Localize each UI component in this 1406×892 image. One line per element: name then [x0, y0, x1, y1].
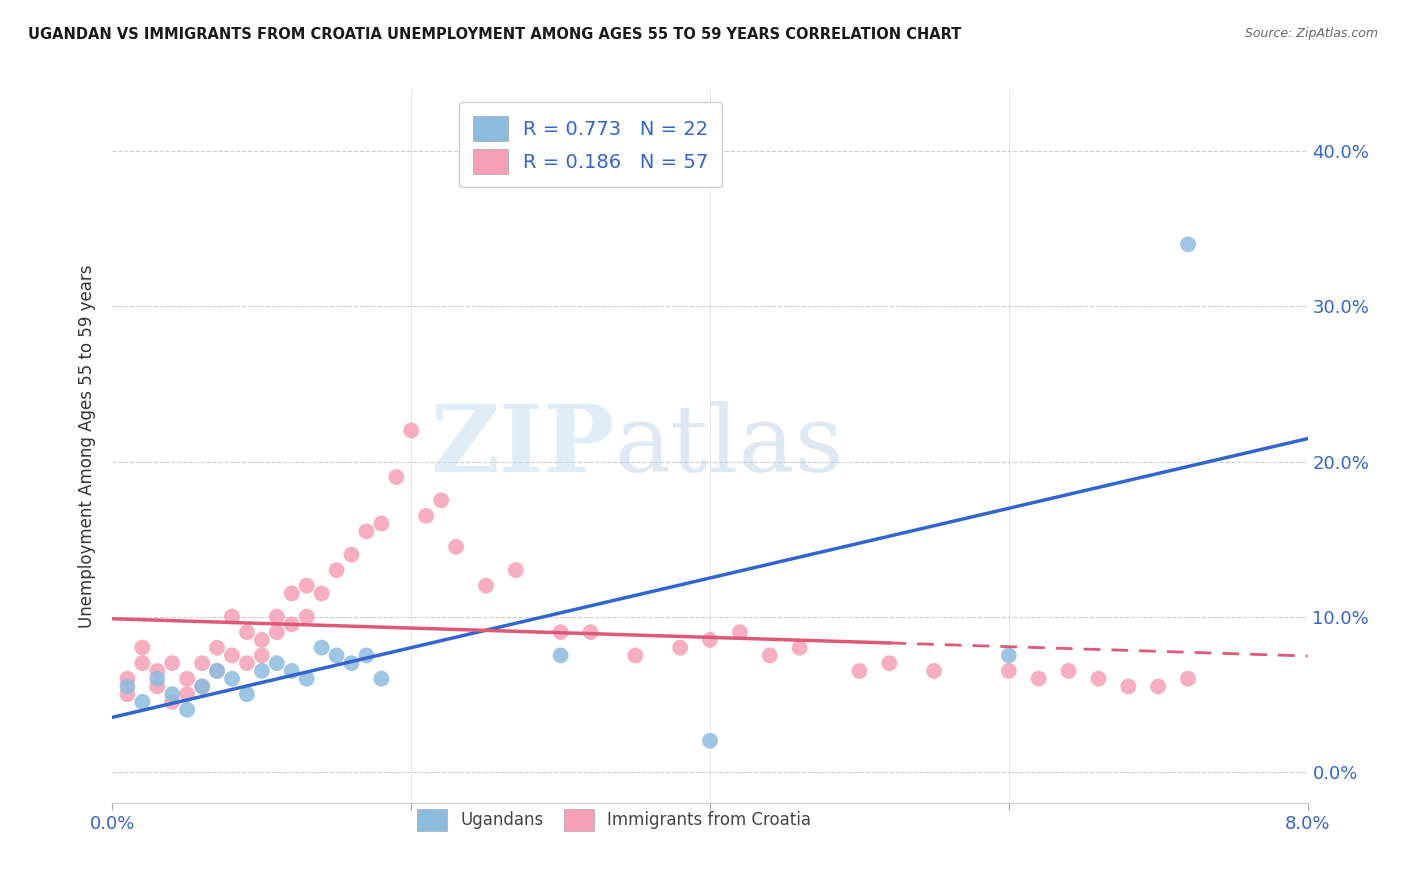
Point	[146, 672, 169, 686]
Point	[401, 424, 423, 438]
Point	[250, 632, 273, 647]
Text: atlas: atlas	[614, 401, 844, 491]
Point	[356, 524, 378, 539]
Point	[205, 664, 228, 678]
Point	[191, 680, 214, 694]
Point	[475, 579, 498, 593]
Point	[1177, 672, 1199, 686]
Point	[1118, 680, 1140, 694]
Point	[415, 508, 437, 523]
Point	[191, 680, 214, 694]
Point	[236, 625, 259, 640]
Point	[236, 687, 259, 701]
Point	[370, 672, 392, 686]
Point	[146, 664, 169, 678]
Point	[444, 540, 467, 554]
Point	[311, 586, 333, 600]
Point	[505, 563, 527, 577]
Point	[221, 672, 243, 686]
Point	[998, 648, 1021, 663]
Point	[221, 609, 243, 624]
Point	[295, 609, 318, 624]
Point	[117, 680, 139, 694]
Point	[848, 664, 870, 678]
Point	[669, 640, 692, 655]
Legend: Ugandans, Immigrants from Croatia: Ugandans, Immigrants from Croatia	[411, 803, 818, 838]
Point	[281, 664, 304, 678]
Point	[205, 640, 228, 655]
Point	[385, 470, 408, 484]
Point	[281, 617, 304, 632]
Point	[295, 672, 318, 686]
Point	[356, 648, 378, 663]
Point	[295, 579, 318, 593]
Point	[250, 648, 273, 663]
Point	[162, 656, 183, 670]
Point	[877, 656, 901, 670]
Point	[728, 625, 751, 640]
Point	[789, 640, 811, 655]
Point	[699, 632, 721, 647]
Point	[176, 687, 198, 701]
Point	[131, 695, 153, 709]
Y-axis label: Unemployment Among Ages 55 to 59 years: Unemployment Among Ages 55 to 59 years	[77, 264, 96, 628]
Point	[281, 586, 304, 600]
Point	[1057, 664, 1080, 678]
Point	[117, 672, 139, 686]
Point	[699, 733, 721, 747]
Point	[325, 563, 347, 577]
Point	[370, 516, 392, 531]
Point	[162, 695, 183, 709]
Point	[236, 656, 259, 670]
Text: UGANDAN VS IMMIGRANTS FROM CROATIA UNEMPLOYMENT AMONG AGES 55 TO 59 YEARS CORREL: UGANDAN VS IMMIGRANTS FROM CROATIA UNEMP…	[28, 27, 962, 42]
Point	[550, 648, 572, 663]
Point	[131, 656, 153, 670]
Point	[146, 680, 169, 694]
Point	[1177, 237, 1199, 252]
Point	[430, 493, 453, 508]
Point	[176, 672, 198, 686]
Point	[162, 687, 183, 701]
Point	[205, 664, 228, 678]
Text: ZIP: ZIP	[430, 401, 614, 491]
Point	[624, 648, 647, 663]
Point	[250, 664, 273, 678]
Point	[311, 640, 333, 655]
Point	[266, 625, 288, 640]
Point	[131, 640, 153, 655]
Point	[579, 625, 602, 640]
Point	[1028, 672, 1050, 686]
Point	[266, 656, 288, 670]
Point	[325, 648, 347, 663]
Point	[1087, 672, 1109, 686]
Point	[340, 656, 363, 670]
Point	[266, 609, 288, 624]
Point	[117, 687, 139, 701]
Point	[1147, 680, 1170, 694]
Point	[176, 703, 198, 717]
Point	[221, 648, 243, 663]
Point	[550, 625, 572, 640]
Point	[191, 656, 214, 670]
Point	[759, 648, 782, 663]
Point	[998, 664, 1021, 678]
Text: Source: ZipAtlas.com: Source: ZipAtlas.com	[1244, 27, 1378, 40]
Point	[922, 664, 945, 678]
Point	[340, 548, 363, 562]
